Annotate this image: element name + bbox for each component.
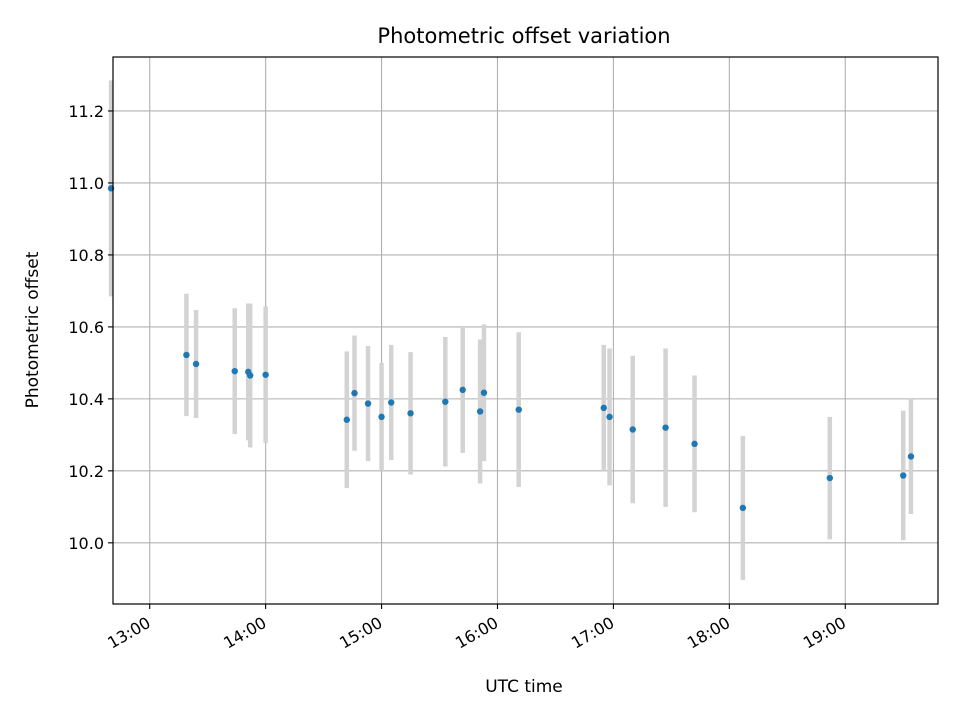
data-point bbox=[691, 440, 698, 448]
data-point bbox=[246, 372, 254, 379]
data-point bbox=[364, 400, 372, 407]
data-point bbox=[900, 472, 907, 479]
y-axis-label: Photometric offset bbox=[23, 251, 43, 408]
y-tick-label: 10.8 bbox=[68, 246, 104, 265]
data-point bbox=[480, 389, 488, 396]
data-point bbox=[662, 424, 669, 431]
data-point bbox=[351, 389, 358, 397]
data-point bbox=[442, 398, 449, 405]
y-tick-label: 10.2 bbox=[68, 462, 104, 481]
data-point bbox=[515, 406, 522, 413]
data-point bbox=[606, 413, 613, 421]
axes-frame bbox=[112, 56, 939, 605]
x-axis-label: UTC time bbox=[485, 677, 563, 697]
data-point bbox=[183, 351, 190, 359]
data-point bbox=[826, 474, 834, 482]
y-tick-label: 10.6 bbox=[68, 318, 104, 337]
data-point bbox=[231, 367, 238, 375]
y-tick-label: 10.4 bbox=[68, 390, 104, 409]
data-point bbox=[388, 399, 395, 406]
data-point bbox=[407, 410, 414, 417]
chart-title: Photometric offset variation bbox=[377, 24, 670, 48]
data-point bbox=[476, 408, 484, 415]
data-point bbox=[459, 386, 466, 394]
data-point bbox=[262, 371, 269, 378]
data-point bbox=[192, 360, 200, 368]
y-tick-label: 11.2 bbox=[68, 102, 104, 121]
data-point bbox=[600, 404, 607, 412]
data-point bbox=[629, 426, 636, 433]
data-point bbox=[378, 413, 385, 421]
y-tick-label: 11.0 bbox=[68, 174, 104, 193]
data-point bbox=[343, 416, 350, 423]
data-point bbox=[907, 453, 915, 460]
grid-layer bbox=[113, 57, 938, 604]
data-point bbox=[739, 504, 747, 512]
y-tick-label: 10.0 bbox=[68, 534, 104, 553]
